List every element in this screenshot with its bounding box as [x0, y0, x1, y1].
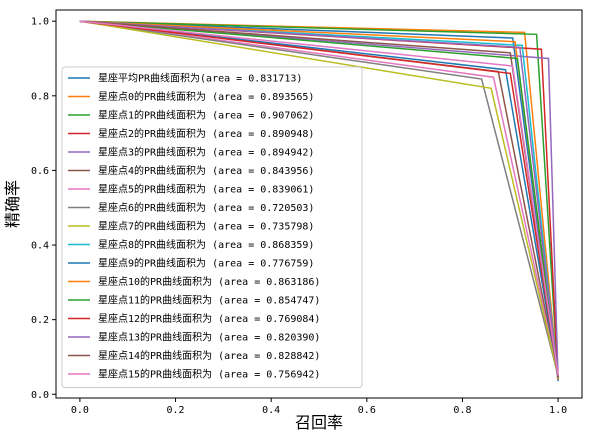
series-line-0 [79, 20, 559, 382]
legend-box [61, 66, 363, 388]
y-tick-label: 1.0 [31, 17, 49, 28]
x-tick-label: 0.2 [167, 405, 185, 416]
y-tick-label: 0.6 [31, 166, 49, 177]
x-axis-label: 召回率 [295, 413, 343, 432]
plot-frame [55, 9, 583, 399]
legend-entry: 星座平均PR曲线面积为(area = 0.831713) [98, 72, 302, 85]
x-tick-label: 0.8 [453, 405, 471, 416]
y-axis-label: 精确率 [3, 180, 22, 228]
legend-entry: 星座点5的PR曲线面积为 (area = 0.839061) [98, 183, 314, 196]
y-axis-ticks: 0.0 0.2 0.4 0.6 0.8 1.0 [31, 17, 56, 401]
series-line-8 [79, 20, 559, 376]
x-tick-label: 0.4 [262, 405, 280, 416]
y-tick-label: 0.8 [31, 91, 49, 102]
legend-entry: 星座点8的PR曲线面积为 (area = 0.868359) [98, 238, 314, 251]
legend-entry: 星座点1的PR曲线面积为 (area = 0.907062) [98, 109, 314, 122]
legend-entry: 星座点11的PR曲线面积为 (area = 0.854747) [98, 294, 320, 307]
legend-entry: 星座点6的PR曲线面积为 (area = 0.720503) [98, 201, 314, 214]
legend-entry: 星座点4的PR曲线面积为 (area = 0.843956) [98, 164, 314, 177]
x-tick-label: 0.6 [358, 405, 376, 416]
legend-entry: 星座点0的PR曲线面积为 (area = 0.893565) [98, 90, 314, 103]
series-line-16 [79, 20, 559, 376]
y-tick-label: 0.0 [31, 390, 49, 401]
legend-entry: 星座点12的PR曲线面积为 (area = 0.769084) [98, 312, 320, 325]
series-line-12 [79, 20, 559, 378]
x-tick-label: 1.0 [549, 405, 567, 416]
series-line-6 [79, 20, 559, 376]
series-line-2 [79, 20, 559, 380]
legend-entry: 星座点13的PR曲线面积为 (area = 0.820390) [98, 331, 320, 344]
x-axis-ticks: 0.0 0.2 0.4 0.6 0.8 1.0 [71, 398, 567, 416]
legend-entry: 星座点10的PR曲线面积为 (area = 0.863186) [98, 275, 320, 288]
y-tick-label: 0.2 [31, 315, 49, 326]
legend: 星座平均PR曲线面积为(area = 0.831713) 星座点0的PR曲线面积为… [61, 66, 363, 388]
series-line-4 [79, 20, 559, 380]
y-tick-label: 0.4 [31, 241, 49, 252]
legend-entry: 星座点2的PR曲线面积为 (area = 0.890948) [98, 127, 314, 140]
series-line-13 [79, 20, 559, 376]
series-lines [79, 20, 559, 382]
legend-entry: 星座点15的PR曲线面积为 (area = 0.756942) [98, 368, 320, 381]
legend-entry: 星座点7的PR曲线面积为 (area = 0.735798) [98, 220, 314, 233]
legend-entry: 星座点14的PR曲线面积为 (area = 0.828842) [98, 349, 320, 362]
series-line-10 [79, 20, 559, 376]
series-line-7 [79, 20, 559, 376]
legend-entry: 星座点3的PR曲线面积为 (area = 0.894942) [98, 146, 314, 159]
legend-entry: 星座点9的PR曲线面积为 (area = 0.776759) [98, 257, 314, 270]
series-line-14 [79, 20, 559, 378]
x-tick-label: 0.0 [71, 405, 89, 416]
